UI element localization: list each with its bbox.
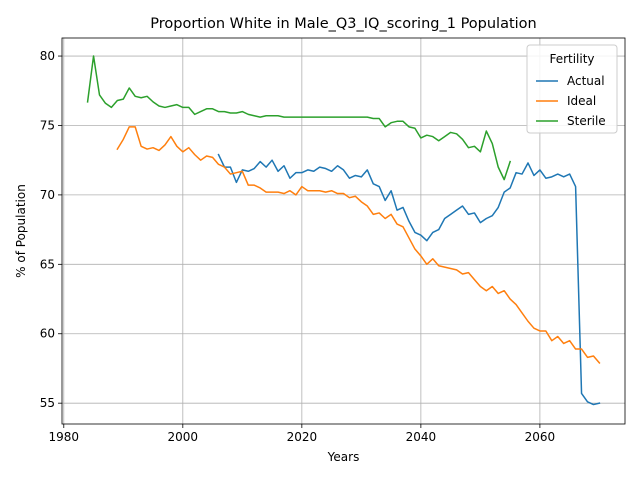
x-axis-label: Years — [327, 450, 360, 464]
y-tick-label: 75 — [40, 118, 55, 132]
y-tick-label: 60 — [40, 327, 55, 341]
legend-label-actual: Actual — [567, 74, 605, 88]
legend-title: Fertility — [549, 52, 594, 66]
series-line-sterile — [86, 55, 512, 181]
legend-items: Actual Ideal Sterile — [536, 74, 606, 128]
legend-label-ideal: Ideal — [567, 94, 596, 108]
x-axis-ticks: 1980 2000 2020 2040 2060 — [49, 424, 556, 444]
y-tick-label: 55 — [40, 396, 55, 410]
series-line-ideal — [116, 126, 601, 364]
x-tick-label: 1980 — [49, 430, 80, 444]
x-tick-label: 2000 — [168, 430, 199, 444]
x-tick-label: 2040 — [406, 430, 437, 444]
y-axis-label: % of Population — [14, 184, 28, 278]
x-tick-label: 2020 — [287, 430, 318, 444]
series-lines — [86, 55, 601, 406]
plot-area-frame — [61, 37, 626, 425]
series-line-actual — [217, 153, 601, 406]
legend-label-sterile: Sterile — [567, 114, 606, 128]
chart-title: Proportion White in Male_Q3_IQ_scoring_1… — [150, 16, 537, 32]
y-tick-label: 70 — [40, 188, 55, 202]
legend: Fertility Actual Ideal Sterile — [526, 44, 618, 134]
y-axis-ticks: 55 60 65 70 75 80 — [40, 49, 62, 410]
y-tick-label: 80 — [40, 49, 55, 63]
y-tick-label: 65 — [40, 257, 55, 271]
x-tick-label: 2060 — [525, 430, 556, 444]
legend-box — [526, 44, 618, 134]
